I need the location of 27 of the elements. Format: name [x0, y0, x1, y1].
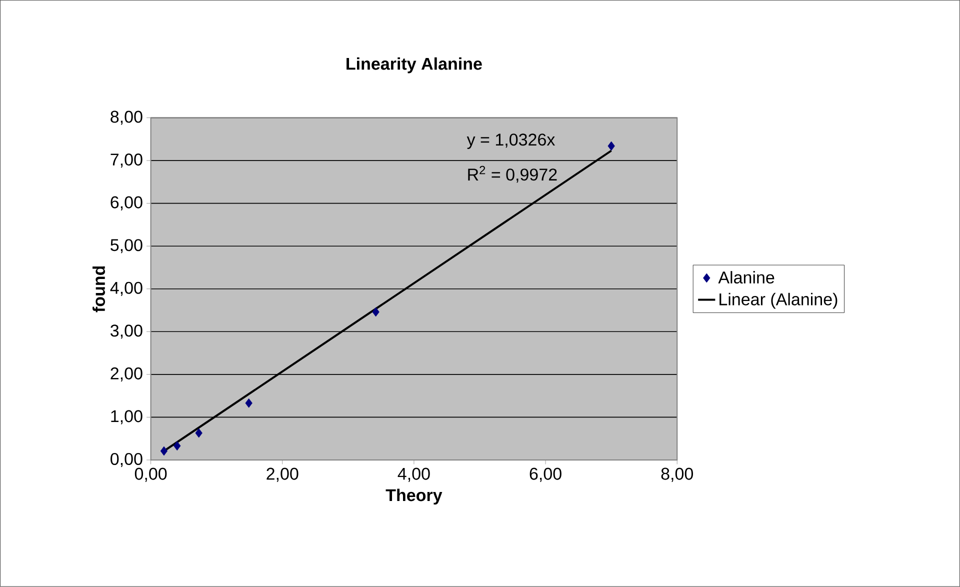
- point: [372, 307, 380, 317]
- point: [174, 441, 181, 451]
- chart-title: Linearity Alanine: [346, 57, 482, 74]
- point: [195, 428, 202, 438]
- y-tick-label: 0,00: [110, 453, 142, 468]
- y-axis-title: found: [92, 266, 106, 312]
- x-tick-label: 4,00: [398, 468, 430, 482]
- y-tick-label: 3,00: [110, 324, 142, 339]
- x-axis-title: Theory: [386, 488, 442, 505]
- y-tick-label: 6,00: [110, 196, 142, 210]
- x-tick-label: 6,00: [530, 468, 562, 482]
- y-tick-label: 5,00: [110, 239, 142, 254]
- y-tick-label: 4,00: [110, 282, 142, 296]
- point: [245, 398, 252, 408]
- x-tick-label: 2,00: [266, 468, 298, 482]
- y-tick-label: 1,00: [111, 410, 142, 424]
- legend-label: Linear (Alanine): [720, 293, 838, 309]
- x-tick-label: 0,00: [134, 468, 167, 482]
- y-tick-label: 8,00: [110, 110, 142, 125]
- point: [160, 446, 168, 456]
- annotation: y = 1,0326x: [466, 134, 556, 150]
- y-tick-label: 7,00: [110, 154, 142, 168]
- x-tick-label: 8,00: [661, 468, 694, 482]
- y-tick-label: 2,00: [110, 368, 142, 382]
- annotation: R$^{2}$ = 0,9972: [468, 166, 557, 183]
- point: [608, 141, 615, 151]
- legend-label: Alanine: [718, 271, 774, 284]
